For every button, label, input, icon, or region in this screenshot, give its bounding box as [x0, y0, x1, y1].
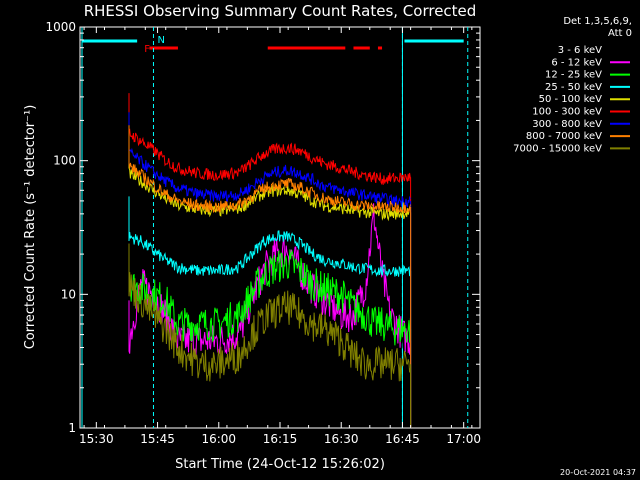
legend-label-2: 12 - 25 keV — [545, 70, 602, 81]
x-tick-label-3: 16:15 — [263, 432, 298, 446]
annotation-f: F — [144, 44, 150, 55]
series-line-3 — [128, 196, 411, 277]
y-tick-label-3: 1000 — [45, 20, 76, 34]
x-tick-label-2: 16:00 — [201, 432, 236, 446]
x-tick-label-0: 15:30 — [79, 432, 114, 446]
x-axis: 15:30 15:45 16:00 16:15 16:30 16:45 17:00 — [79, 27, 481, 446]
legend-label-7: 800 - 7000 keV — [526, 131, 602, 142]
x-tick-label-1: 15:45 — [140, 432, 175, 446]
legend-label-4: 50 - 100 keV — [539, 94, 603, 105]
legend-header-0: Det 1,3,5,6,9, — [563, 16, 632, 27]
x-tick-label-5: 16:45 — [385, 432, 420, 446]
legend-label-0: 3 - 6 keV — [558, 45, 602, 56]
y-axis-label: Corrected Count Rate (s⁻¹ detector⁻¹) — [23, 105, 38, 350]
legend-label-3: 25 - 50 keV — [545, 82, 602, 93]
x-axis-label: Start Time (24-Oct-12 15:26:02) — [175, 457, 385, 472]
legend-label-5: 100 - 300 keV — [532, 107, 602, 118]
series-line-2 — [128, 243, 411, 346]
annotation-n: N — [157, 35, 164, 46]
legend-label-6: 300 - 800 keV — [532, 119, 602, 130]
legend-label-1: 6 - 12 keV — [551, 57, 602, 68]
series-line-6 — [128, 112, 411, 208]
y-axis: 1 10 100 1000 — [45, 20, 480, 435]
y-tick-label-1: 10 — [61, 287, 76, 301]
timestamp: 20-Oct-2021 04:37 — [560, 468, 636, 477]
legend-header-1: Att 0 — [608, 28, 632, 39]
y-tick-label-2: 100 — [53, 154, 76, 168]
y-tick-label-0: 1 — [68, 421, 76, 435]
chart-title: RHESSI Observing Summary Count Rates, Co… — [84, 2, 477, 20]
series-line-7 — [128, 125, 411, 214]
plot-area: NF — [79, 26, 481, 429]
series-line-8 — [128, 243, 411, 382]
x-tick-label-4: 16:30 — [324, 432, 359, 446]
x-tick-label-6: 17:00 — [446, 432, 481, 446]
legend-label-8: 7000 - 15000 keV — [513, 143, 602, 154]
series-line-5 — [128, 93, 411, 186]
